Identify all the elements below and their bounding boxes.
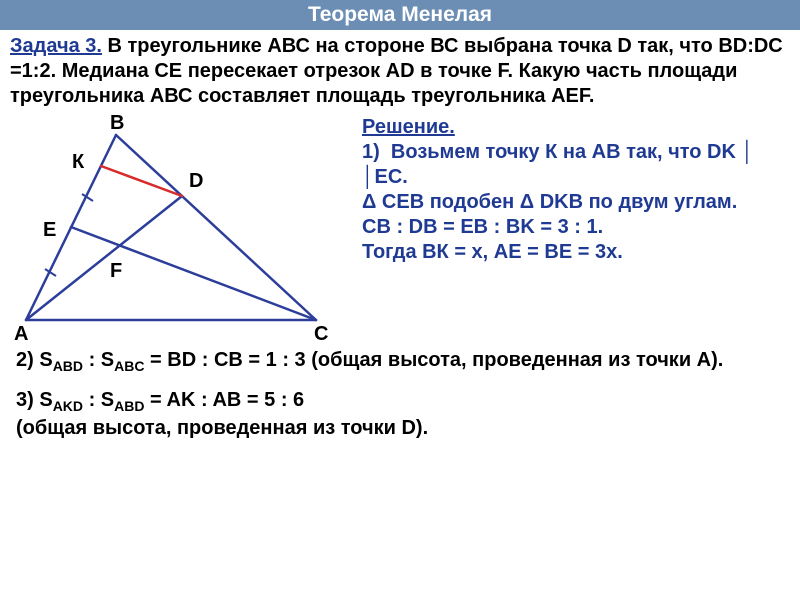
solution-title: Решение. xyxy=(362,115,794,140)
problem-body: В треугольнике АВС на стороне ВС выбрана… xyxy=(10,35,783,107)
solution-line3: CB : DB = EB : BK = 3 : 1. xyxy=(362,215,794,240)
point-label-C: С xyxy=(314,323,328,346)
step-2: 2) SABD : SABC = BD : CB = 1 : 3 (общая … xyxy=(0,345,800,377)
point-label-B: В xyxy=(110,112,124,135)
mid-row: А В С D E К F Решение. 1) Возьмем точку К на А… xyxy=(0,115,800,345)
header-bar: Теорема Менелая xyxy=(0,0,800,30)
problem-label: Задача 3. xyxy=(10,35,102,57)
point-label-A: А xyxy=(14,323,28,346)
point-label-D: D xyxy=(189,170,203,193)
point-label-F: F xyxy=(110,260,122,283)
solution-line4: Тогда ВК = х, АЕ = ВЕ = 3х. xyxy=(362,240,794,265)
solution-block: Решение. 1) Возьмем точку К на АВ так, ч… xyxy=(356,115,794,345)
figure-svg xyxy=(6,115,356,345)
solution-line2: Δ CEB подобен Δ DKB по двум углам. xyxy=(362,190,794,215)
header-title: Теорема Менелая xyxy=(308,3,492,26)
solution-line1: 1) Возьмем точку К на АВ так, что DK │ │… xyxy=(362,140,794,190)
point-label-K: К xyxy=(72,151,84,174)
problem-text: Задача 3. В треугольнике АВС на стороне … xyxy=(0,30,800,115)
geometry-figure: А В С D E К F xyxy=(6,115,356,345)
point-label-E: E xyxy=(43,219,56,242)
step-3: 3) SAKD : SABD = AK : AB = 5 : 6 (общая … xyxy=(0,385,800,443)
